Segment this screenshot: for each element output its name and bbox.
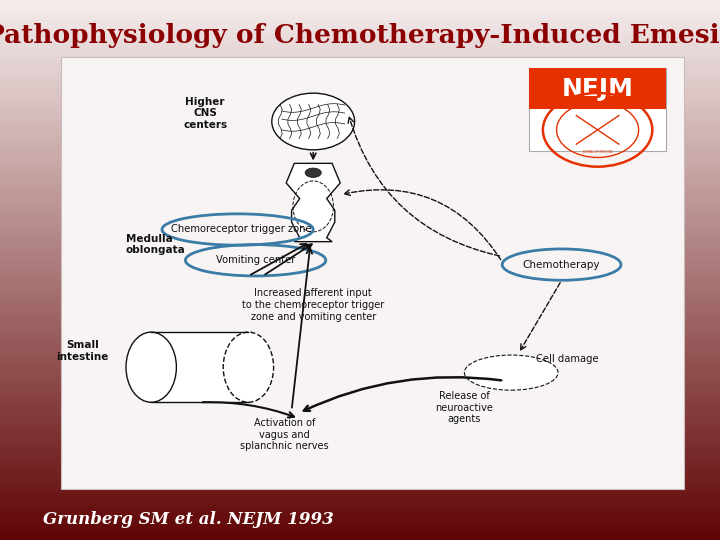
FancyBboxPatch shape (529, 68, 666, 151)
Text: NEW ENGLAND: NEW ENGLAND (584, 106, 611, 110)
FancyBboxPatch shape (61, 57, 684, 489)
Ellipse shape (464, 355, 558, 390)
Text: Grunberg SM et al. NEJM 1993: Grunberg SM et al. NEJM 1993 (43, 511, 334, 528)
Text: Increased afferent input
to the chemoreceptor trigger
zone and vomiting center: Increased afferent input to the chemorec… (242, 288, 384, 322)
Text: Release of
neuroactive
agents: Release of neuroactive agents (436, 391, 493, 424)
Text: JOURNAL OF MEDICINE: JOURNAL OF MEDICINE (582, 150, 613, 154)
Ellipse shape (223, 332, 274, 402)
Ellipse shape (305, 168, 321, 178)
Text: Chemoreceptor trigger zone: Chemoreceptor trigger zone (171, 225, 312, 234)
Text: Chemotherapy: Chemotherapy (523, 260, 600, 269)
Text: Activation of
vagus and
splanchnic nerves: Activation of vagus and splanchnic nerve… (240, 418, 329, 451)
FancyBboxPatch shape (151, 332, 248, 402)
Text: Vomiting center: Vomiting center (216, 255, 295, 265)
Text: Cell damage: Cell damage (536, 354, 599, 364)
Text: Higher
CNS
centers: Higher CNS centers (183, 97, 228, 130)
Ellipse shape (126, 332, 176, 402)
Ellipse shape (271, 93, 354, 150)
Text: Small
intestine: Small intestine (57, 340, 109, 362)
FancyBboxPatch shape (529, 68, 666, 109)
Text: Medulla
oblongata: Medulla oblongata (126, 234, 186, 255)
Text: Pathophysiology of Chemotherapy-Induced Emesis: Pathophysiology of Chemotherapy-Induced … (0, 23, 720, 48)
Polygon shape (287, 163, 340, 241)
Text: NEJM: NEJM (562, 77, 634, 101)
